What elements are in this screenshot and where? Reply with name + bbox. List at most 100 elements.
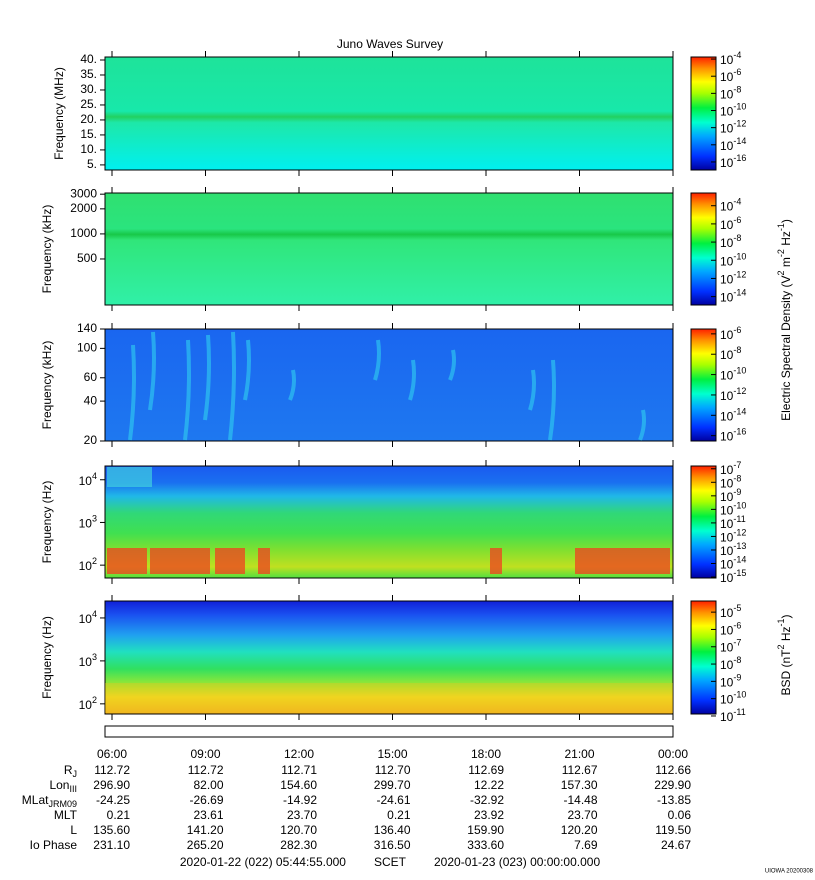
colorbar-tick-label-part: 10 xyxy=(720,463,734,477)
colorbar-tick-label-part: -11 xyxy=(733,514,745,524)
colorbar-tick-label: 10-12 xyxy=(720,119,746,136)
time-label: 00:00 xyxy=(658,747,688,761)
scet-label: SCET xyxy=(374,855,407,869)
ephemeris-value: 0.21 xyxy=(387,808,411,822)
y-tick-label: 40 xyxy=(84,393,98,407)
y-axis-label: Frequency (kHz) xyxy=(40,341,54,430)
intense-band xyxy=(575,548,670,574)
colorbar-tick-label-part: -10 xyxy=(733,102,746,112)
colorbar-label-part: -1 xyxy=(776,618,786,626)
y-axis-label: Frequency (MHz) xyxy=(52,67,66,160)
colorbar-tick-label-part: -7 xyxy=(733,460,741,470)
colorbar-tick-label: 10-8 xyxy=(720,85,741,102)
colorbar-tick-label-part: -8 xyxy=(733,655,741,665)
wave-streak xyxy=(148,331,156,411)
time-label: 12:00 xyxy=(284,747,314,761)
colorbar-tick-label: 10-9 xyxy=(720,673,741,690)
intense-band xyxy=(107,467,152,487)
colorbar-tick-label-part: 10 xyxy=(720,236,734,250)
panel-frame xyxy=(104,192,674,306)
time-label: 09:00 xyxy=(190,747,220,761)
colorbar-tick-label-part: 10 xyxy=(720,254,734,268)
colorbar-label-part: ) xyxy=(779,219,793,223)
y-tick-label-part: 2 xyxy=(92,695,97,705)
y-tick-label: 40. xyxy=(80,52,97,66)
colorbar-tick-label-part: 10 xyxy=(720,218,734,232)
colorbar-tick-label: 10-6 xyxy=(720,215,741,232)
wave-streak xyxy=(528,369,536,411)
ephemeris-label: Io Phase xyxy=(30,838,78,852)
spectrogram xyxy=(105,57,673,170)
ephemeris-value: 154.60 xyxy=(280,778,317,792)
colorbar-tick-label-part: 10 xyxy=(720,624,734,638)
ephemeris-value: -14.48 xyxy=(563,793,597,807)
y-tick-label: 104 xyxy=(79,609,97,626)
y-axis-label: Frequency (Hz) xyxy=(40,616,54,699)
ephemeris-label-part: Lon xyxy=(49,778,69,792)
ephemeris-value: -26.69 xyxy=(189,793,223,807)
colorbar-tick-label: 10-6 xyxy=(720,68,741,85)
wave-streak xyxy=(128,344,136,441)
colorbar-tick-label-part: 10 xyxy=(720,641,734,655)
y-tick-label-part: 2 xyxy=(92,557,97,567)
panel-frame xyxy=(104,600,674,715)
colorbar-label-part: m xyxy=(779,257,793,270)
y-tick-label: 30. xyxy=(80,82,97,96)
colorbar-tick-label-part: 10 xyxy=(720,430,734,444)
colorbar-tick-label-part: 10 xyxy=(720,348,734,362)
wave-streak xyxy=(373,339,381,381)
colorbar-tick-label-part: -14 xyxy=(733,555,746,565)
ephemeris-value: 135.60 xyxy=(93,823,130,837)
ephemeris-value: 112.71 xyxy=(281,763,317,777)
wave-streak xyxy=(228,331,236,441)
colorbar-tick-label: 10-15 xyxy=(720,568,746,585)
ephemeris-label: MLT xyxy=(54,808,78,822)
ephemeris-value: 159.90 xyxy=(467,823,504,837)
colorbar-tick-label-part: 10 xyxy=(720,328,734,342)
colorbar-tick-label-part: -6 xyxy=(733,215,741,225)
ephemeris-value: 0.21 xyxy=(107,808,131,822)
y-tick-label-part: 4 xyxy=(92,471,97,481)
colorbar-tick-label-part: 10 xyxy=(720,273,734,287)
wave-streak xyxy=(203,334,211,421)
wave-streak xyxy=(183,339,191,441)
colorbar-label: BSD (nT2 Hz-1) xyxy=(776,614,793,695)
colorbar-label-part: BSD (nT xyxy=(779,649,793,696)
y-tick-label: 103 xyxy=(79,652,97,669)
colorbar-tick-label-part: 10 xyxy=(720,606,734,620)
y-tick-label: 60 xyxy=(84,370,98,384)
colorbar-tick-label-part: 10 xyxy=(720,53,734,67)
time-label: 06:00 xyxy=(97,747,127,761)
ephemeris-value: 12.22 xyxy=(474,778,504,792)
colorbar-tick-label-part: 10 xyxy=(720,88,734,102)
ephemeris-value: 141.20 xyxy=(187,823,224,837)
colorbar-tick-label: 10-8 xyxy=(720,474,741,491)
y-axis-label: Frequency (Hz) xyxy=(40,481,54,564)
colorbar-tick-label: 10-16 xyxy=(720,153,746,170)
ephemeris-value: 229.90 xyxy=(654,778,691,792)
colorbar-tick-label-part: 10 xyxy=(720,156,734,170)
colorbar-tick-label-part: 10 xyxy=(720,517,734,531)
y-tick-label-part: 10 xyxy=(79,517,93,531)
colorbar-tick-label-part: 10 xyxy=(720,693,734,707)
spectrogram-features xyxy=(105,331,673,713)
colorbar-tick-label: 10-8 xyxy=(720,233,741,250)
colorbar xyxy=(690,600,717,715)
wave-streak xyxy=(288,369,296,401)
colorbar-tick-label-part: 10 xyxy=(720,676,734,690)
colorbar-tick-label: 10-16 xyxy=(720,427,746,444)
ephemeris-label: L xyxy=(70,823,77,837)
y-tick-label: 20 xyxy=(84,433,98,447)
intense-band xyxy=(258,548,270,574)
intense-band xyxy=(490,548,502,574)
ephemeris-value: 299.70 xyxy=(374,778,411,792)
colorbar-tick-label-part: -8 xyxy=(733,346,741,356)
colorbar-tick-label: 10-10 xyxy=(720,501,746,518)
ephemeris-label-part: III xyxy=(69,784,77,794)
colorbar-tick-label-part: -10 xyxy=(733,366,746,376)
colorbar-tick-label: 10-10 xyxy=(720,252,746,269)
colorbar-tick-label: 10-14 xyxy=(720,288,746,305)
ephemeris-value: -32.92 xyxy=(470,793,504,807)
y-tick-label-part: 3 xyxy=(92,514,97,524)
